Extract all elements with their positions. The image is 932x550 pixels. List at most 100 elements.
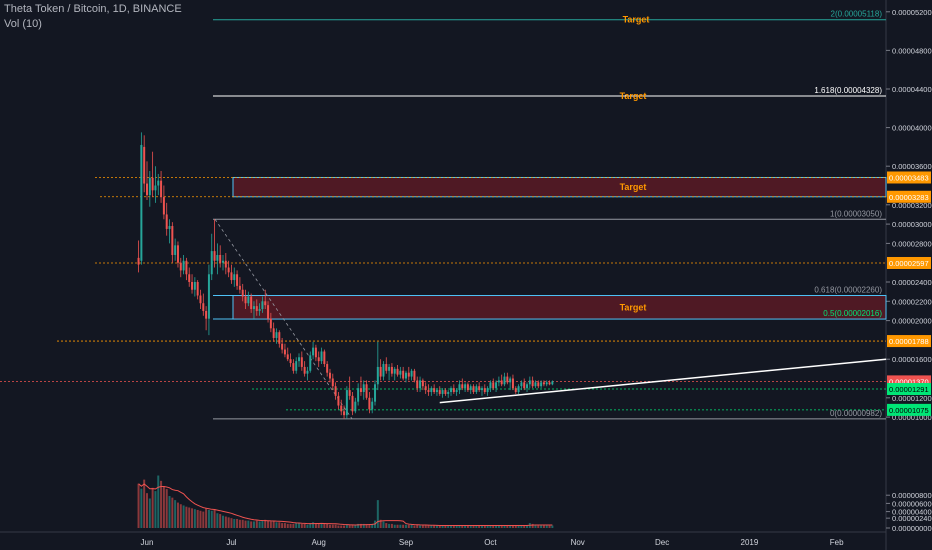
candle-body (244, 296, 247, 304)
candle-body (258, 309, 261, 311)
candle-body (238, 285, 241, 290)
volume-bar (526, 525, 529, 528)
fib-level-label: 1(0.00003050) (830, 209, 882, 218)
candle (278, 330, 281, 348)
candle (458, 380, 461, 394)
volume-bar (275, 522, 278, 528)
candle-body (317, 357, 320, 362)
candle-body (278, 332, 281, 344)
volume-bar (269, 521, 272, 528)
volume-bar (427, 525, 430, 528)
volume-bar (236, 518, 239, 528)
volume-bar (469, 525, 472, 528)
candle-body (340, 405, 343, 412)
target-zone (232, 176, 887, 198)
candle (357, 383, 360, 406)
candle (250, 293, 253, 313)
volume-bar (292, 523, 295, 528)
candle-body (438, 390, 441, 394)
candle (334, 382, 337, 400)
volume-tick-label: 0.00000240 (892, 514, 932, 523)
candle-body (455, 390, 458, 393)
volume-bar (506, 525, 509, 528)
candle (450, 386, 453, 396)
volume-bar (345, 524, 348, 528)
price-axis-tag-label: 0.00002597 (889, 259, 929, 268)
candle-body (537, 382, 540, 387)
candle-body (295, 361, 298, 371)
price-tick-label: 0.00003000 (892, 220, 932, 229)
volume-bar (216, 513, 219, 528)
volume-bar (162, 486, 165, 528)
candle (452, 384, 455, 394)
volume-bar (495, 525, 498, 528)
volume-bar (348, 524, 351, 528)
volume-bar (388, 523, 391, 528)
volume-bar (252, 521, 255, 528)
candle-body (157, 180, 160, 186)
candle-body (407, 372, 410, 377)
volume-tick-label: 0.00000400 (892, 508, 932, 517)
candle-body (548, 382, 551, 385)
candle-body (534, 382, 537, 387)
target-label: Target (620, 302, 647, 312)
price-axis-tag (887, 190, 931, 203)
candle-body (500, 380, 503, 385)
candle-body (447, 392, 450, 394)
candle-body (314, 347, 317, 358)
candle-body (517, 386, 520, 393)
candle (526, 382, 529, 393)
candle (438, 386, 441, 396)
candle (188, 267, 191, 287)
price-tick-label: 0.00003600 (892, 162, 932, 171)
volume-bar (219, 514, 222, 528)
candle (303, 361, 306, 377)
price-axis-tag (887, 403, 931, 416)
candle-body (390, 366, 393, 374)
candle-body (210, 251, 213, 275)
candle-body (410, 370, 413, 377)
candle (444, 388, 447, 396)
candle (171, 222, 174, 263)
candle-body (185, 260, 188, 275)
volume-bar (545, 525, 548, 528)
candle (348, 376, 351, 400)
volume-bar (283, 523, 286, 528)
candle-body (222, 260, 225, 263)
time-tick-label: Jul (226, 538, 236, 547)
candle (419, 376, 422, 393)
volume-bar (298, 523, 301, 528)
price-axis-tag (887, 383, 931, 396)
volume-bar (314, 523, 317, 528)
candle (205, 306, 208, 331)
candle (191, 274, 194, 294)
candle-body (371, 401, 374, 410)
volume-bar (542, 525, 545, 528)
candle (286, 347, 289, 362)
volume-bar (143, 479, 146, 528)
candle-body (388, 366, 391, 371)
volume-bar (466, 525, 469, 528)
volume-bar (478, 525, 481, 528)
volume-bar (368, 524, 371, 528)
candle (365, 380, 368, 400)
candle (441, 388, 444, 398)
volume-bar (157, 475, 160, 528)
candle (298, 353, 301, 367)
price-axis-tag-label: 0.00003283 (889, 193, 929, 202)
volume-bar (517, 525, 520, 528)
candle (261, 296, 264, 313)
candle-body (551, 381, 554, 385)
candle (264, 289, 267, 310)
volume-bar (382, 521, 385, 528)
volume-bar (247, 520, 250, 528)
volume-bar (458, 525, 461, 528)
candle-body (233, 274, 236, 281)
price-axis-tag (887, 256, 931, 269)
candle-body (289, 359, 292, 364)
candle (326, 361, 329, 377)
volume-bar (241, 519, 244, 528)
volume-bar (202, 511, 205, 528)
candle-body (464, 384, 467, 389)
